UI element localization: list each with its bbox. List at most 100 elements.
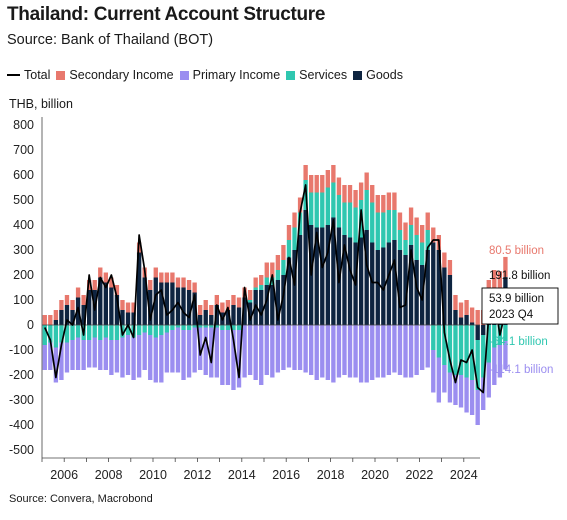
- bar-goods: [414, 260, 419, 325]
- annotation-total-box: [481, 287, 559, 325]
- bar-primary-income: [503, 341, 508, 370]
- x-tick-label: 2016: [272, 468, 300, 482]
- y-tick-label: 200: [13, 268, 34, 282]
- bar-secondary-income: [397, 212, 403, 230]
- bar-goods: [148, 290, 153, 325]
- bar-secondary-income: [209, 305, 214, 315]
- bar-goods: [397, 250, 403, 325]
- legend-item-total: Total: [7, 68, 50, 82]
- bar-goods: [159, 282, 164, 325]
- bar-secondary-income: [497, 271, 503, 290]
- legend-item-primary-income: Primary Income: [179, 68, 280, 82]
- bar-services: [503, 325, 508, 342]
- bar-goods: [358, 237, 364, 325]
- bar-goods: [303, 210, 308, 325]
- bar-goods: [347, 237, 353, 325]
- bar-services: [48, 325, 53, 343]
- bar-primary-income: [175, 327, 181, 373]
- bar-primary-income: [159, 335, 164, 383]
- legend-item-goods: Goods: [353, 68, 403, 82]
- bar-goods: [392, 240, 397, 325]
- bar-primary-income: [170, 330, 175, 373]
- bar-primary-income: [469, 380, 475, 415]
- bar-primary-income: [292, 325, 297, 370]
- bar-services: [403, 240, 408, 255]
- bar-services: [42, 325, 47, 345]
- bar-services: [192, 325, 197, 328]
- bar-secondary-income: [220, 302, 225, 313]
- bar-secondary-income: [420, 225, 425, 243]
- annotation-total-date: 2023 Q4: [489, 309, 534, 321]
- bar-secondary-income: [364, 172, 369, 190]
- bar-secondary-income: [114, 285, 120, 295]
- bar-primary-income: [236, 330, 242, 388]
- bar-secondary-income: [414, 217, 419, 235]
- bar-goods: [98, 277, 103, 325]
- bar-goods: [209, 315, 214, 325]
- y-tick-label: 300: [13, 243, 34, 257]
- bar-secondary-income: [87, 280, 92, 290]
- bar-secondary-income: [392, 192, 397, 210]
- bar-goods: [142, 277, 147, 325]
- bar-goods: [325, 225, 330, 325]
- bar-services: [320, 192, 325, 228]
- bar-secondary-income: [309, 175, 314, 193]
- bar-goods: [447, 275, 453, 325]
- bar-services: [225, 325, 231, 330]
- bar-primary-income: [358, 325, 364, 383]
- bar-services: [264, 277, 269, 285]
- bar-goods: [170, 282, 175, 325]
- bar-secondary-income: [442, 252, 447, 268]
- bar-services: [253, 287, 258, 290]
- bar-primary-income: [259, 325, 264, 385]
- bar-goods: [214, 305, 219, 325]
- bar-secondary-income: [475, 310, 480, 325]
- bar-secondary-income: [92, 280, 97, 290]
- bar-primary-income: [436, 357, 441, 403]
- legend-swatch-goods: [353, 70, 363, 80]
- legend: Total Secondary Income Primary Income Se…: [7, 68, 409, 82]
- bar-goods: [436, 250, 441, 325]
- bar-services: [486, 325, 491, 363]
- bar-services: [159, 325, 164, 335]
- bar-secondary-income: [286, 225, 292, 240]
- legend-swatch-secondary-income: [56, 70, 66, 80]
- bar-services: [464, 325, 469, 378]
- bar-services: [381, 212, 386, 248]
- bar-goods: [314, 227, 319, 325]
- bar-primary-income: [309, 325, 314, 375]
- bar-goods: [364, 230, 369, 325]
- bar-goods: [464, 315, 469, 325]
- bar-goods: [186, 290, 192, 325]
- y-tick-label: -200: [9, 368, 34, 382]
- bar-services: [259, 285, 264, 290]
- bar-primary-income: [386, 325, 392, 375]
- bar-primary-income: [364, 325, 369, 383]
- bar-secondary-income: [181, 277, 186, 288]
- bar-goods: [475, 325, 480, 340]
- bar-goods: [286, 257, 292, 325]
- bar-primary-income: [314, 325, 319, 380]
- bar-secondary-income: [386, 192, 392, 210]
- bar-services: [142, 325, 147, 333]
- bar-services: [331, 182, 336, 218]
- bar-secondary-income: [264, 262, 269, 278]
- bar-secondary-income: [336, 177, 342, 195]
- bar-services: [475, 340, 480, 390]
- bar-goods: [198, 315, 203, 325]
- bar-primary-income: [59, 342, 64, 380]
- bar-goods: [153, 277, 158, 325]
- y-tick-label: -400: [9, 418, 34, 432]
- bar-services: [109, 325, 114, 340]
- bar-services: [281, 260, 286, 275]
- bar-primary-income: [181, 330, 186, 380]
- bar-goods: [136, 252, 142, 325]
- bar-primary-income: [442, 365, 447, 393]
- bar-primary-income: [347, 325, 353, 378]
- total-line: [43, 184, 507, 394]
- bar-primary-income: [125, 335, 131, 375]
- bar-primary-income: [492, 347, 497, 385]
- bar-secondary-income: [358, 182, 364, 200]
- bar-services: [114, 325, 120, 340]
